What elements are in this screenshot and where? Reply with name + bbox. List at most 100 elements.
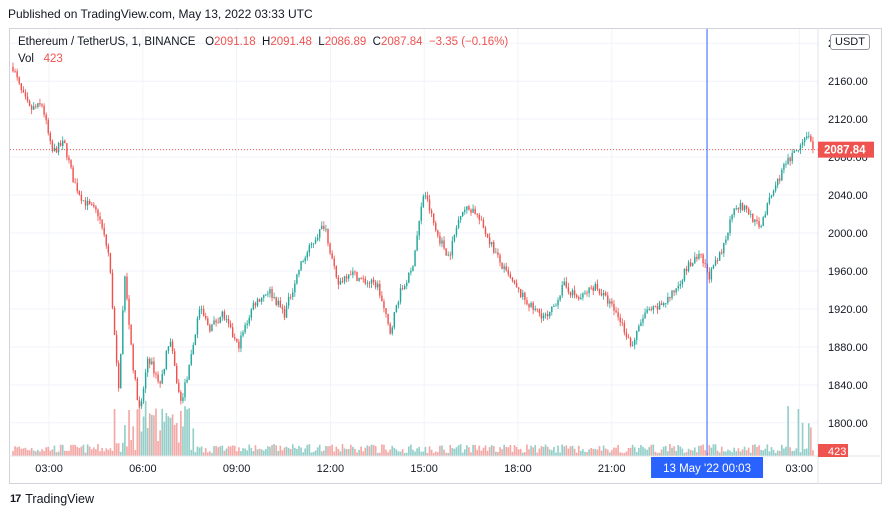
volume-bar: [22, 448, 25, 456]
volume-bar: [202, 452, 205, 456]
volume-bar: [294, 447, 296, 456]
volume-bar: [693, 447, 696, 456]
volume-bar: [177, 442, 180, 456]
volume-bar: [61, 444, 64, 456]
candle-body: [300, 261, 302, 270]
volume-bar: [727, 449, 729, 456]
candle-body: [528, 304, 530, 308]
candle-body: [513, 280, 516, 283]
candle-body: [810, 135, 812, 142]
candle-body: [598, 288, 601, 294]
candle-body: [646, 309, 648, 313]
candle-body: [329, 243, 331, 254]
volume-bar: [716, 450, 719, 456]
volume-bar: [188, 408, 190, 456]
candle-body: [633, 339, 636, 345]
volume-bar: [586, 452, 588, 456]
axis-tags: 2087.84 423 13 May '22 00:03: [651, 141, 874, 478]
price-tick-label: 1840.00: [828, 380, 868, 392]
candle-body: [714, 260, 717, 266]
volume-bar: [356, 452, 358, 456]
candle-body: [374, 282, 377, 288]
candle-body: [126, 276, 128, 299]
volume-bar: [196, 446, 199, 456]
volume-bar: [434, 451, 437, 456]
candle-body: [449, 254, 451, 256]
candle-body: [727, 232, 729, 240]
volume-bar: [267, 446, 269, 456]
currency-button[interactable]: USDT: [830, 34, 870, 50]
candle-body: [136, 378, 139, 401]
candle-body: [617, 312, 619, 318]
last-volume-tag-label: 423: [828, 446, 846, 458]
chart-frame[interactable]: [9, 28, 882, 484]
candle-body: [683, 268, 686, 281]
volume-bar: [364, 447, 367, 456]
volume-bar: [103, 451, 106, 456]
volume-bar: [99, 451, 101, 456]
volume-bar: [596, 449, 599, 456]
candle-body: [88, 200, 91, 204]
candle-body: [584, 292, 586, 294]
candle-body: [704, 263, 706, 265]
volume-label[interactable]: Vol: [18, 53, 34, 65]
volume-bar: [368, 446, 371, 456]
candle-body: [91, 203, 93, 205]
volume-bar: [501, 449, 503, 456]
volume-bar: [544, 444, 547, 456]
candle-body: [234, 337, 236, 339]
volume-bar: [681, 448, 684, 456]
volume-bar: [72, 444, 74, 456]
candle-body: [171, 341, 174, 352]
volume-bar: [76, 446, 79, 456]
volume-bar: [768, 451, 771, 456]
symbol-legend[interactable]: Ethereum / TetherUS, 1, BINANCE O2091.18…: [18, 34, 508, 68]
candle-body: [308, 245, 311, 253]
candle-body: [366, 282, 369, 284]
volume-bar: [238, 447, 240, 456]
candle-body: [712, 265, 715, 269]
candle-body: [435, 223, 437, 231]
volume-bar: [499, 447, 501, 456]
volume-bar: [617, 444, 619, 456]
volume-bar: [281, 450, 284, 456]
candle-body: [165, 350, 168, 370]
volume-bar: [754, 444, 756, 456]
volume-bar: [242, 448, 244, 456]
volume-bar: [642, 446, 644, 456]
volume-bar: [662, 446, 665, 456]
candle-body: [45, 114, 47, 121]
volume-bar: [289, 449, 292, 456]
published-caption: Published on TradingView.com, May 13, 20…: [8, 7, 313, 21]
candle-body: [582, 293, 584, 298]
candle-body: [101, 219, 103, 228]
volume-bar: [567, 448, 570, 456]
volume-bar: [807, 423, 810, 456]
volume-bar: [671, 447, 673, 456]
volume-bar: [134, 449, 137, 456]
candle-body: [333, 258, 335, 267]
candle-body: [12, 66, 14, 72]
volume-bar: [805, 448, 808, 456]
volume-bar: [756, 446, 758, 456]
candle-body: [441, 240, 443, 244]
symbol-name[interactable]: Ethereum / TetherUS, 1, BINANCE: [18, 36, 196, 48]
volume-bar: [151, 414, 153, 456]
candle-body: [522, 292, 524, 298]
close-label: C: [372, 36, 381, 48]
candle-body: [68, 157, 70, 161]
candle-body: [470, 209, 472, 213]
volume-bar: [410, 444, 412, 456]
candle-body: [381, 295, 383, 302]
candle-body: [115, 334, 118, 364]
candle-body: [26, 96, 29, 101]
volume-bar: [712, 444, 715, 456]
candle-body: [18, 77, 20, 84]
candle-body: [515, 282, 518, 288]
volume-bar: [658, 452, 661, 456]
candle-body: [656, 306, 659, 310]
volume-bar: [478, 445, 481, 456]
volume-bar: [57, 451, 60, 456]
candle-body: [596, 284, 599, 289]
